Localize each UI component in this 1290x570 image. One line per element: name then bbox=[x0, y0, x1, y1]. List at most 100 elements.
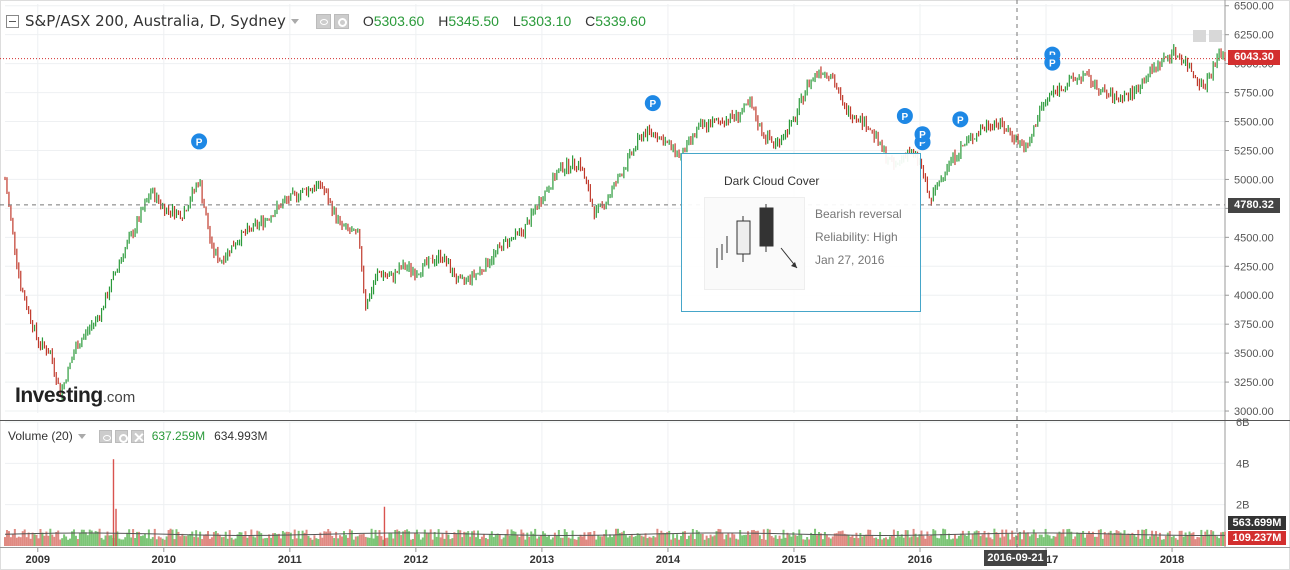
volume-bar bbox=[557, 529, 560, 546]
eye-icon[interactable] bbox=[98, 429, 112, 443]
volume-bar bbox=[1013, 536, 1016, 546]
volume-bar bbox=[953, 534, 956, 546]
volume-bar bbox=[1170, 537, 1173, 546]
pattern-marker bbox=[914, 126, 931, 143]
volume-bar bbox=[226, 538, 229, 546]
volume-bar bbox=[1129, 534, 1132, 546]
ohlc-values: O5303.60 H5345.50 L5303.10 C5339.60 bbox=[363, 13, 646, 29]
chevron-down-icon[interactable] bbox=[77, 433, 86, 439]
collapse-icon[interactable] bbox=[6, 14, 19, 28]
volume-bar bbox=[313, 535, 316, 546]
volume-bar bbox=[861, 536, 864, 546]
volume-bar bbox=[670, 539, 673, 546]
volume-bar bbox=[331, 536, 334, 546]
candlestick-pattern-icon bbox=[704, 197, 805, 290]
volume-bar bbox=[1089, 533, 1092, 546]
volume-bar bbox=[1015, 535, 1018, 546]
volume-bar bbox=[415, 529, 418, 546]
volume-bar bbox=[589, 532, 592, 546]
volume-bar bbox=[825, 534, 828, 546]
volume-bar bbox=[1186, 535, 1189, 546]
volume-bar bbox=[11, 534, 14, 546]
volume-bar bbox=[713, 535, 716, 546]
volume-bar bbox=[609, 534, 612, 546]
volume-bar bbox=[902, 537, 905, 546]
volume-bar bbox=[275, 534, 278, 546]
volume-bar bbox=[985, 537, 988, 546]
volume-bar bbox=[963, 534, 966, 546]
volume-bar bbox=[922, 535, 925, 546]
volume-bar bbox=[339, 535, 342, 546]
volume-bar bbox=[1160, 539, 1163, 546]
volume-bar bbox=[516, 535, 519, 546]
volume-bar bbox=[67, 539, 70, 546]
volume-bar bbox=[1020, 539, 1023, 546]
volume-bar bbox=[721, 533, 724, 546]
volume-bar bbox=[262, 538, 265, 546]
volume-bar bbox=[1137, 529, 1140, 546]
volume-bar bbox=[914, 533, 917, 546]
volume-bar bbox=[849, 536, 852, 546]
volume-label[interactable]: Volume (20) bbox=[8, 429, 73, 443]
volume-bar bbox=[892, 529, 895, 546]
volume-bar bbox=[100, 537, 103, 546]
close-icon[interactable] bbox=[130, 429, 144, 443]
volume-bar bbox=[553, 532, 556, 546]
volume-bar bbox=[471, 531, 474, 546]
volume-bar bbox=[624, 535, 627, 546]
volume-bar bbox=[419, 539, 422, 546]
volume-bar bbox=[611, 537, 614, 546]
volume-bar bbox=[1011, 530, 1014, 546]
volume-bar bbox=[632, 536, 635, 546]
x-tick-label: 2011 bbox=[278, 554, 302, 566]
volume-bar bbox=[569, 538, 572, 546]
volume-bar bbox=[356, 536, 359, 546]
volume-bar bbox=[831, 536, 834, 546]
volume-bar bbox=[19, 537, 22, 546]
symbol-title[interactable]: S&P/ASX 200, Australia, D, Sydney bbox=[25, 12, 286, 30]
volume-bar bbox=[812, 534, 815, 546]
volume-bar bbox=[386, 537, 389, 546]
gear-icon[interactable] bbox=[114, 429, 128, 443]
volume-bar bbox=[244, 531, 247, 546]
volume-tick-label: 6B bbox=[1236, 417, 1249, 429]
volume-bar bbox=[228, 530, 231, 546]
volume-bar bbox=[634, 536, 637, 546]
gear-icon[interactable] bbox=[333, 13, 349, 29]
volume-bar bbox=[175, 529, 178, 546]
volume-bar bbox=[37, 538, 40, 546]
volume-bar bbox=[1216, 536, 1219, 546]
volume-bar bbox=[796, 535, 799, 546]
volume-bar bbox=[506, 529, 509, 546]
volume-bar bbox=[788, 534, 791, 546]
volume-bar bbox=[912, 528, 915, 546]
volume-bar bbox=[1141, 529, 1144, 546]
volume-bar bbox=[504, 534, 507, 546]
volume-bar bbox=[185, 536, 188, 546]
volume-bar bbox=[1109, 530, 1112, 546]
volume-bar bbox=[201, 539, 204, 546]
volume-bar bbox=[1082, 530, 1085, 546]
volume-spike bbox=[112, 459, 115, 546]
eye-icon[interactable] bbox=[315, 13, 331, 29]
low-value: 5303.10 bbox=[520, 13, 572, 29]
volume-bar bbox=[224, 531, 227, 546]
pane-maximize-icon[interactable] bbox=[1193, 30, 1206, 42]
volume-bar bbox=[573, 539, 576, 546]
volume-bar bbox=[341, 536, 344, 546]
chevron-down-icon[interactable] bbox=[290, 18, 299, 24]
volume-bar bbox=[729, 537, 732, 546]
volume-bar bbox=[408, 531, 411, 546]
volume-bar bbox=[638, 534, 641, 546]
volume-bar bbox=[398, 531, 401, 546]
volume-bar bbox=[770, 536, 773, 546]
pane-close-icon[interactable] bbox=[1209, 30, 1222, 42]
volume-bar bbox=[321, 537, 324, 546]
y-tick-label: 4000.00 bbox=[1234, 290, 1274, 302]
volume-bar bbox=[488, 534, 491, 546]
volume-bar bbox=[317, 539, 320, 546]
high-label: H bbox=[438, 13, 449, 29]
pattern-marker-label: P bbox=[919, 130, 926, 141]
volume-bar bbox=[707, 538, 710, 546]
